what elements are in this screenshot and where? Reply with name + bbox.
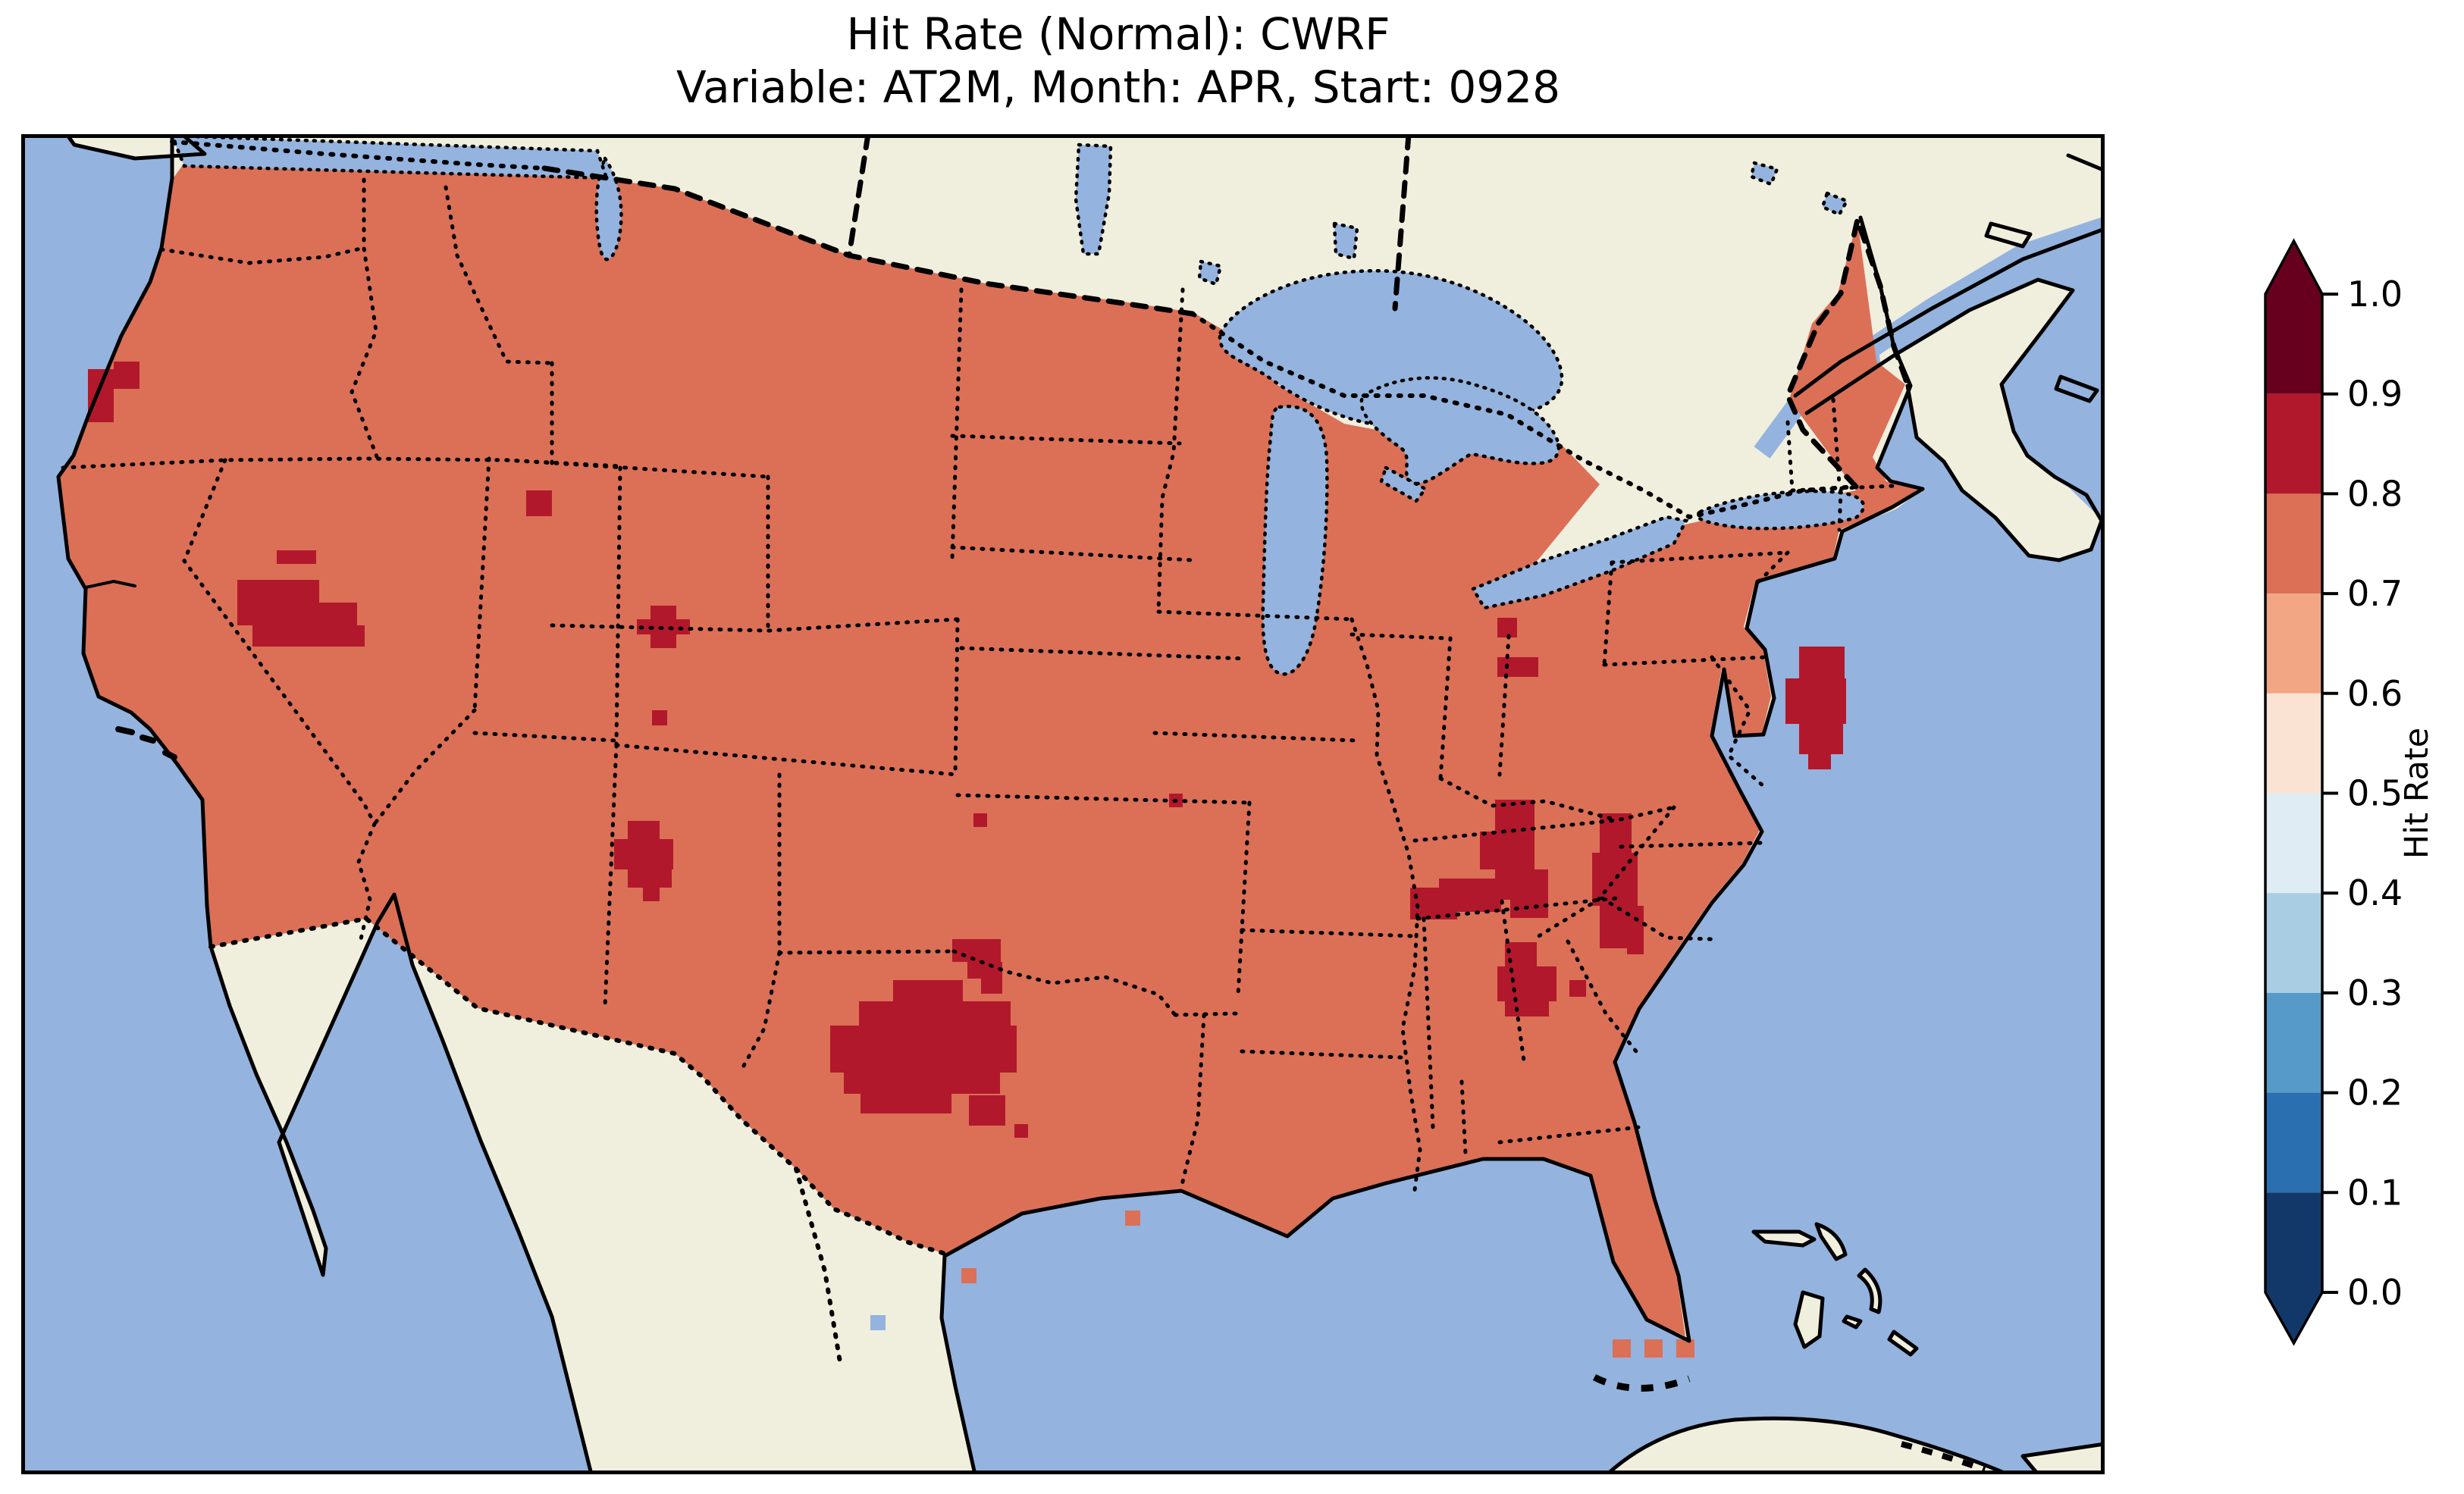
st-lawrence-south-shore: [1804, 277, 2075, 479]
puget-sound: [594, 155, 623, 262]
colorbar-bin-09-10: [2265, 294, 2322, 394]
colorbar-bin-00-01: [2265, 1192, 2322, 1292]
quebec-lake-2: [1820, 191, 1850, 217]
colorbar-over-triangle: [2265, 241, 2322, 294]
andros-island: [1793, 1290, 1825, 1349]
high-hit-rate-patches: [88, 362, 1846, 1138]
lake-of-the-woods: [1197, 259, 1223, 287]
us-canada-border: [541, 165, 1196, 317]
chart-title-line1: Hit Rate (Normal): CWRF: [846, 8, 1390, 60]
colorbar-bin-07-08: [2265, 493, 2322, 594]
chart-title: Hit Rate (Normal): CWRF Variable: AT2M, …: [0, 8, 2237, 114]
lake-huron: [1359, 376, 1561, 486]
offshore-hit-cells: [961, 1211, 1694, 1358]
saskatchewan-manitoba-border: [1392, 134, 1412, 312]
colorbar-bins: [2265, 294, 2322, 1292]
tick-0.0: 0.0: [2347, 1272, 2403, 1313]
lake-michigan: [1261, 404, 1329, 676]
map-panel: [21, 134, 2105, 1474]
tick-1.0: 1.0: [2347, 274, 2403, 315]
vancouver-island-coast: [64, 134, 207, 161]
nova-scotia-coast: [1905, 384, 2104, 562]
colorbar-bin-02-03: [2265, 992, 2322, 1093]
florida-keys: [1592, 1373, 1691, 1392]
lake-ontario: [1695, 489, 1866, 531]
falcon-lake-cell: [870, 1315, 886, 1330]
chart-title-line2: Variable: AT2M, Month: APR, Start: 0928: [676, 61, 1561, 113]
colorbar-bin-01-02: [2265, 1092, 2322, 1193]
long-island-bahamas: [1887, 1330, 1919, 1357]
lake-erie: [1470, 515, 1689, 610]
colorbar-svg: 1.0 0.9 0.8 0.7 0.6 0.5 0.4 0.3 0.2 0.1 …: [2264, 238, 2436, 1346]
anticosti-coast: [1984, 221, 2033, 249]
colorbar-tick-marks: [2322, 293, 2338, 1294]
tick-0.2: 0.2: [2347, 1073, 2403, 1113]
mexico-state-border: [794, 1167, 842, 1364]
quebec-lake-1: [1749, 161, 1780, 186]
alberta-saskatchewan-border: [846, 134, 871, 258]
coastlines: [56, 134, 2105, 1474]
juan-de-fuca-boundary: [170, 139, 547, 171]
pei-coast: [2054, 374, 2099, 403]
lakes: [169, 134, 1866, 1330]
map-frame: [21, 134, 2105, 1474]
tick-0.7: 0.7: [2347, 573, 2403, 614]
conus-hit-rate-map: [21, 134, 2105, 1474]
colorbar-bin-06-07: [2265, 594, 2322, 694]
state-borders: [61, 177, 1896, 1192]
st-lawrence-north-shore: [1793, 227, 2105, 398]
colorbar-bin-04-05: [2265, 793, 2322, 894]
saginaw-bay: [1379, 465, 1428, 503]
gulf-atlantic-coastline: [939, 215, 1925, 1474]
anticosti-island: [1986, 224, 2030, 246]
pacific-coastline: [56, 134, 594, 1474]
colorbar: 1.0 0.9 0.8 0.7 0.6 0.5 0.4 0.3 0.2 0.1 …: [2244, 235, 2456, 1417]
colorbar-bin-08-09: [2265, 393, 2322, 494]
cuba: [1605, 1416, 2010, 1474]
new-providence-island: [1842, 1314, 1863, 1330]
sf-bay: [84, 580, 136, 589]
lake-nipigon: [1332, 221, 1359, 261]
eleuthera-island: [1857, 1267, 1882, 1314]
tick-0.1: 0.1: [2347, 1172, 2403, 1213]
us-mexico-border: [208, 916, 950, 1257]
colorbar-tick-labels: 1.0 0.9 0.8 0.7 0.6 0.5 0.4 0.3 0.2 0.1 …: [2347, 274, 2403, 1313]
newfoundland-coast: [2066, 153, 2105, 173]
islands: [1592, 1222, 2105, 1474]
cuban-cays: [1900, 1441, 1986, 1473]
tick-0.3: 0.3: [2347, 973, 2403, 1013]
hispaniola-corner: [2020, 1442, 2105, 1474]
colorbar-bin-05-06: [2265, 693, 2322, 794]
colorbar-under-triangle: [2265, 1292, 2322, 1343]
gulf-of-st-lawrence: [2011, 231, 2105, 522]
us-canada-lakes-boundary: [1190, 312, 1858, 520]
newfoundland-corner: [2058, 155, 2105, 205]
tick-0.6: 0.6: [2347, 673, 2403, 714]
abaco-island: [1814, 1222, 1848, 1261]
tick-0.5: 0.5: [2347, 773, 2403, 814]
tick-0.4: 0.4: [2347, 872, 2403, 913]
tick-0.9: 0.9: [2347, 374, 2403, 415]
tick-0.8: 0.8: [2347, 473, 2403, 514]
colorbar-axis-label: Hit Rate: [2398, 728, 2436, 859]
lake-winnipeg: [1074, 143, 1113, 256]
grand-bahama-island: [1751, 1229, 1817, 1248]
colorbar-bin-03-04: [2265, 893, 2322, 993]
channel-islands: [115, 726, 177, 760]
